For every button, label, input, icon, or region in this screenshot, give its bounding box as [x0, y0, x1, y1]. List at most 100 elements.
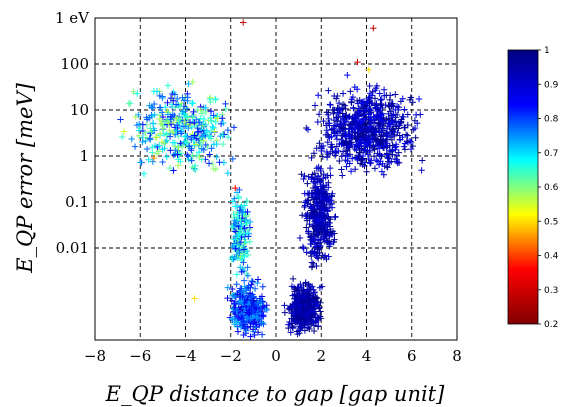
data-point: [328, 197, 335, 204]
data-point: [125, 100, 133, 107]
data-point: [185, 80, 192, 88]
grid-lines: [95, 18, 457, 340]
data-point: [232, 228, 239, 235]
data-point: [151, 111, 158, 118]
data-point: [252, 324, 259, 331]
data-point: [332, 121, 340, 129]
data-point: [224, 133, 232, 141]
data-point: [156, 142, 163, 149]
data-point: [308, 154, 315, 162]
data-point: [379, 125, 386, 132]
data-point: [297, 324, 305, 331]
data-point: [315, 322, 322, 330]
data-point: [352, 141, 360, 148]
data-point: [342, 105, 349, 113]
data-point: [397, 119, 404, 127]
data-point: [236, 246, 243, 254]
data-point: [386, 146, 394, 154]
data-point: [157, 120, 164, 128]
data-point: [311, 179, 318, 187]
data-point: [326, 219, 333, 226]
data-point: [357, 137, 365, 145]
data-point: [300, 245, 307, 252]
data-point: [239, 209, 246, 216]
data-point: [287, 329, 294, 336]
data-point: [348, 96, 355, 103]
data-point: [240, 331, 247, 339]
data-point: [401, 124, 408, 131]
data-point: [236, 186, 243, 194]
data-point: [151, 100, 158, 108]
data-point: [200, 137, 207, 144]
data-point: [344, 150, 351, 158]
data-point: [314, 118, 322, 126]
data-point: [354, 152, 362, 159]
data-point: [153, 133, 160, 141]
data-point: [358, 145, 365, 152]
data-point: [370, 113, 377, 120]
data-point: [393, 152, 401, 159]
data-point: [156, 104, 164, 111]
data-point: [377, 96, 384, 104]
data-point: [301, 172, 308, 180]
data-point: [231, 195, 238, 202]
data-point: [229, 223, 236, 231]
data-point: [358, 100, 365, 107]
data-point: [263, 302, 270, 309]
data-point: [247, 323, 254, 330]
data-point: [246, 238, 254, 245]
data-point: [183, 105, 191, 113]
data-point: [333, 107, 341, 114]
data-point: [200, 115, 208, 123]
data-point: [118, 133, 126, 141]
data-point: [418, 157, 426, 164]
data-point: [398, 116, 405, 123]
data-point: [306, 220, 313, 228]
data-point: [232, 254, 240, 261]
colorbar-tick-label: 0.9: [544, 80, 559, 90]
data-point: [201, 131, 208, 138]
data-point: [375, 161, 383, 168]
data-point: [365, 95, 372, 103]
data-point: [159, 94, 166, 102]
data-point: [164, 99, 171, 106]
data-point: [332, 114, 340, 122]
data-point: [332, 213, 339, 220]
data-point: [417, 111, 424, 118]
data-point: [388, 136, 396, 144]
data-point: [357, 118, 364, 125]
data-point: [366, 160, 374, 167]
data-point: [252, 309, 259, 316]
data-point: [128, 135, 135, 143]
data-point: [174, 95, 181, 102]
data-point: [291, 295, 298, 302]
data-point: [338, 120, 345, 127]
data-point: [404, 111, 411, 118]
data-point: [237, 221, 245, 228]
data-point: [306, 314, 313, 321]
data-point: [288, 322, 296, 330]
data-point: [319, 142, 327, 150]
data-point: [335, 99, 343, 107]
data-point: [383, 151, 390, 158]
scatter-points: [117, 19, 426, 340]
data-point: [378, 96, 385, 103]
data-point: [376, 145, 383, 152]
data-point: [375, 116, 383, 124]
data-point: [311, 249, 318, 256]
data-point: [239, 250, 247, 257]
data-point: [307, 236, 314, 243]
data-point: [305, 281, 312, 288]
data-point: [219, 115, 226, 122]
data-point: [366, 105, 373, 113]
data-point: [162, 118, 169, 125]
data-point: [371, 95, 379, 102]
data-point: [381, 92, 388, 99]
data-point: [415, 95, 423, 103]
data-point: [310, 327, 318, 335]
data-point: [197, 107, 205, 114]
data-point: [180, 97, 188, 104]
data-point: [407, 94, 415, 101]
data-point: [316, 236, 324, 243]
data-point: [339, 148, 347, 155]
